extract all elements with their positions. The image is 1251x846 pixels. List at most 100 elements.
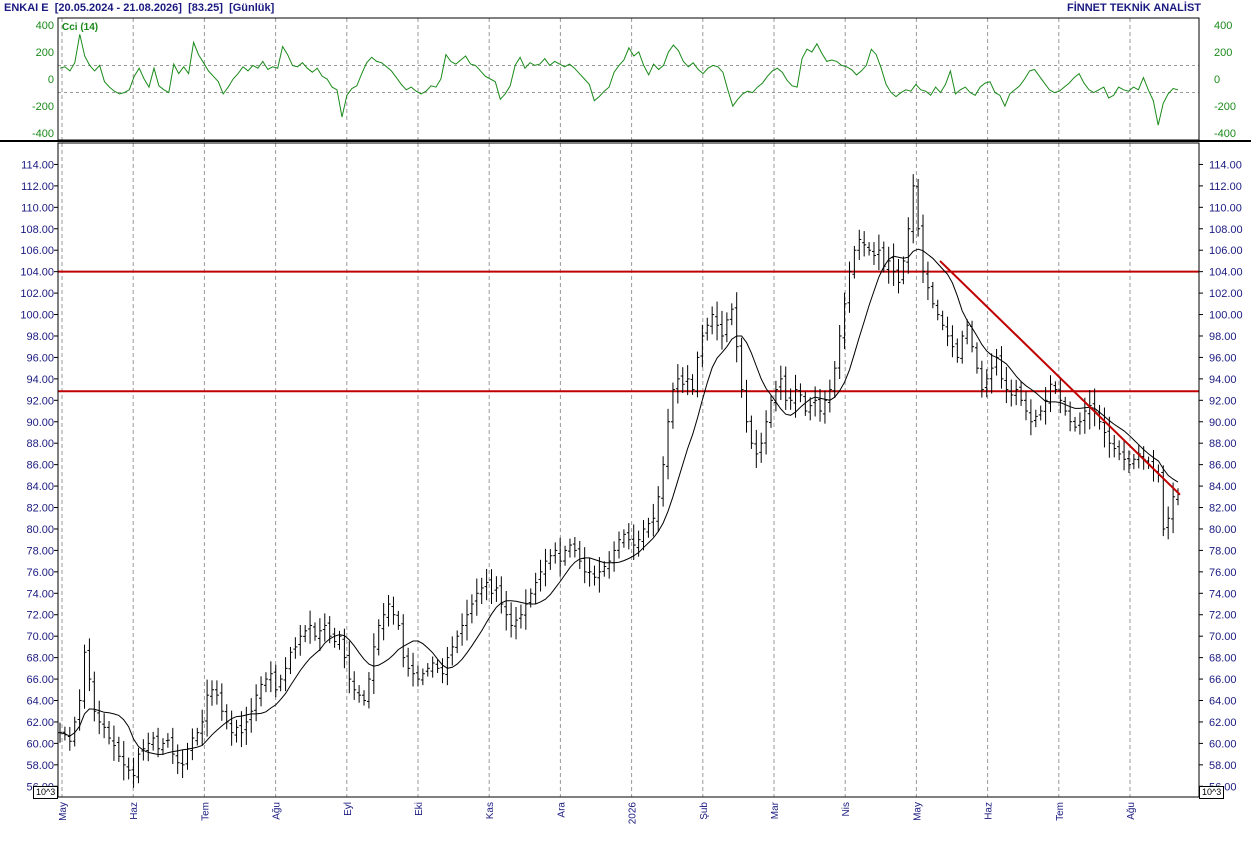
- price-y-tick-label: 70.00: [26, 631, 54, 643]
- ohlc-bar: [837, 324, 842, 380]
- price-y-tick-label: 58.00: [26, 760, 54, 772]
- cci-y-tick-label: 0: [48, 74, 54, 86]
- ohlc-bar: [420, 668, 425, 686]
- price-y-tick-label: 102.00: [20, 288, 54, 300]
- ohlc-bar: [175, 744, 180, 775]
- ohlc-bar: [362, 690, 367, 706]
- ohlc-bar: [621, 529, 626, 548]
- ohlc-bar: [558, 537, 563, 577]
- ohlc-bar: [935, 299, 940, 321]
- ohlc-bar: [818, 388, 823, 422]
- ohlc-bar: [366, 672, 371, 709]
- moving-average: [59, 248, 1179, 756]
- ohlc-bar: [190, 728, 195, 761]
- symbol-label: ENKAI E: [4, 2, 49, 14]
- ohlc-bar: [249, 698, 254, 733]
- cci-y-tick-label: 200: [36, 47, 54, 59]
- date-range-label: [20.05.2024 - 21.08.2026]: [54, 2, 182, 14]
- ohlc-bar: [263, 672, 268, 693]
- price-bars: [58, 174, 1180, 788]
- price-y-tick-label: 84.00: [26, 481, 54, 493]
- ohlc-bar: [210, 680, 215, 706]
- ohlc-bar: [268, 661, 273, 693]
- ohlc-bar: [244, 706, 249, 745]
- ohlc-bar: [87, 638, 92, 692]
- ohlc-bar: [661, 456, 666, 507]
- ohlc-bar: [675, 364, 680, 404]
- ohlc-bar: [587, 557, 592, 587]
- price-y-tick-label: 100.00: [20, 310, 54, 322]
- price-y-tick-label: 108.00: [1209, 224, 1243, 236]
- ohlc-bar: [450, 636, 455, 666]
- ohlc-bar: [1082, 397, 1087, 434]
- ohlc-bar: [499, 576, 504, 614]
- ohlc-bar: [715, 301, 720, 341]
- ohlc-bar: [131, 757, 136, 788]
- ohlc-bar: [857, 229, 862, 260]
- ohlc-bar: [411, 652, 416, 687]
- cci-y-tick-label: -200: [1214, 101, 1236, 113]
- x-tick-label: Mar: [770, 801, 781, 819]
- ohlc-bar: [376, 619, 381, 656]
- cci-line-path: [59, 34, 1179, 126]
- moving-average-line: [59, 248, 1179, 756]
- price-y-tick-label: 96.00: [26, 352, 54, 364]
- ohlc-bar: [102, 713, 107, 739]
- price-y-tick-label: 68.00: [1209, 653, 1237, 665]
- ohlc-bar: [357, 685, 362, 703]
- ohlc-bar: [1117, 440, 1122, 461]
- ohlc-bar: [474, 578, 479, 616]
- ohlc-bar: [195, 727, 200, 746]
- ohlc-bar: [577, 540, 582, 570]
- price-unit-right: 10^3: [1199, 786, 1225, 799]
- ohlc-bar: [979, 360, 984, 398]
- ohlc-bar: [871, 242, 876, 265]
- price-y-tick-label: 80.00: [1209, 524, 1237, 536]
- ohlc-bar: [514, 606, 519, 640]
- ohlc-bar: [666, 408, 671, 480]
- brand-label: FİNNET TEKNİK ANALİST: [1066, 2, 1201, 14]
- price-y-tick-label: 60.00: [1209, 738, 1237, 750]
- ohlc-bar: [563, 545, 568, 566]
- ohlc-bar: [430, 656, 435, 678]
- ohlc-bar: [607, 551, 612, 579]
- axes: [0, 17, 1251, 798]
- ohlc-bar: [1048, 375, 1053, 413]
- ohlc-bar: [617, 531, 621, 559]
- ohlc-bar: [930, 281, 935, 309]
- ohlc-bar: [876, 234, 881, 271]
- price-y-tick-label: 78.00: [1209, 545, 1237, 557]
- price-y-tick-label: 90.00: [26, 417, 54, 429]
- ohlc-bar: [1058, 377, 1063, 414]
- x-tick-label: Kas: [485, 802, 496, 819]
- ohlc-bar: [1014, 379, 1019, 406]
- ohlc-bar: [886, 246, 891, 284]
- ohlc-bar: [391, 596, 396, 625]
- price-y-tick-label: 58.00: [1209, 760, 1237, 772]
- price-y-tick-label: 64.00: [1209, 696, 1237, 708]
- price-y-tick-label: 70.00: [1209, 631, 1237, 643]
- ohlc-bar: [974, 342, 979, 374]
- price-y-tick-label: 92.00: [26, 395, 54, 407]
- ohlc-bar: [813, 386, 818, 417]
- ohlc-bar: [494, 576, 499, 602]
- ohlc-bar: [425, 663, 430, 677]
- ohlc-bar: [788, 388, 793, 410]
- ohlc-bar: [455, 630, 460, 654]
- price-y-tick-label: 88.00: [26, 438, 54, 450]
- price-y-tick-label: 112.00: [1209, 181, 1242, 193]
- ohlc-bar: [1122, 440, 1127, 471]
- price-y-tick-label: 62.00: [1209, 717, 1237, 729]
- ohlc-bar: [921, 214, 926, 283]
- ohlc-bar: [852, 245, 857, 279]
- ohlc-bar: [1102, 407, 1107, 448]
- ohlc-bar: [548, 549, 553, 570]
- ohlc-bar: [97, 700, 102, 735]
- ohlc-bar: [72, 716, 77, 747]
- ohlc-bar: [82, 644, 87, 709]
- ohlc-bar: [778, 365, 783, 401]
- ohlc-bar: [170, 727, 175, 764]
- price-panel-frame: [57, 142, 1200, 798]
- ohlc-bar: [347, 641, 352, 694]
